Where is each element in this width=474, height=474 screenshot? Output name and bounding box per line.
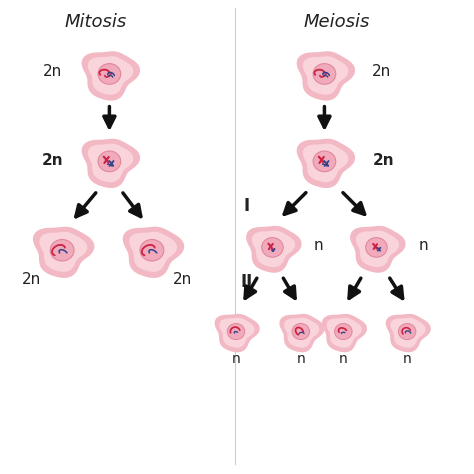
- PathPatch shape: [297, 139, 355, 188]
- PathPatch shape: [219, 318, 255, 348]
- PathPatch shape: [88, 56, 133, 95]
- PathPatch shape: [123, 227, 184, 278]
- PathPatch shape: [215, 314, 260, 352]
- PathPatch shape: [33, 227, 94, 278]
- PathPatch shape: [246, 226, 301, 273]
- PathPatch shape: [322, 314, 367, 352]
- Text: 2n: 2n: [43, 64, 62, 79]
- Ellipse shape: [98, 64, 121, 84]
- Text: 2n: 2n: [173, 272, 192, 287]
- Ellipse shape: [140, 239, 164, 261]
- Ellipse shape: [262, 237, 283, 257]
- Text: 2n: 2n: [373, 153, 394, 168]
- Text: Meiosis: Meiosis: [303, 12, 369, 30]
- PathPatch shape: [39, 232, 87, 272]
- Text: 2n: 2n: [372, 64, 391, 79]
- Ellipse shape: [313, 64, 336, 84]
- PathPatch shape: [391, 318, 426, 348]
- Text: II: II: [240, 273, 253, 291]
- Text: n: n: [419, 238, 428, 253]
- PathPatch shape: [303, 144, 348, 182]
- PathPatch shape: [327, 318, 362, 348]
- PathPatch shape: [386, 314, 431, 352]
- Text: n: n: [232, 352, 240, 366]
- Text: 2n: 2n: [22, 272, 41, 287]
- PathPatch shape: [356, 230, 399, 267]
- PathPatch shape: [82, 139, 140, 188]
- Ellipse shape: [50, 239, 74, 261]
- PathPatch shape: [82, 51, 140, 100]
- Ellipse shape: [292, 323, 310, 339]
- PathPatch shape: [88, 144, 133, 182]
- PathPatch shape: [350, 226, 406, 273]
- PathPatch shape: [279, 314, 325, 352]
- Ellipse shape: [313, 151, 336, 172]
- Ellipse shape: [365, 237, 387, 257]
- PathPatch shape: [284, 318, 319, 348]
- Ellipse shape: [335, 323, 352, 339]
- Text: Mitosis: Mitosis: [64, 12, 127, 30]
- Text: n: n: [403, 352, 411, 366]
- Text: n: n: [296, 352, 305, 366]
- Ellipse shape: [399, 323, 416, 339]
- Text: n: n: [313, 238, 323, 253]
- Text: 2n: 2n: [42, 153, 64, 168]
- Ellipse shape: [98, 151, 121, 172]
- PathPatch shape: [252, 230, 295, 267]
- PathPatch shape: [297, 51, 355, 100]
- Ellipse shape: [228, 323, 245, 339]
- PathPatch shape: [129, 232, 177, 272]
- Text: I: I: [243, 197, 249, 215]
- Text: n: n: [339, 352, 348, 366]
- PathPatch shape: [303, 56, 348, 95]
